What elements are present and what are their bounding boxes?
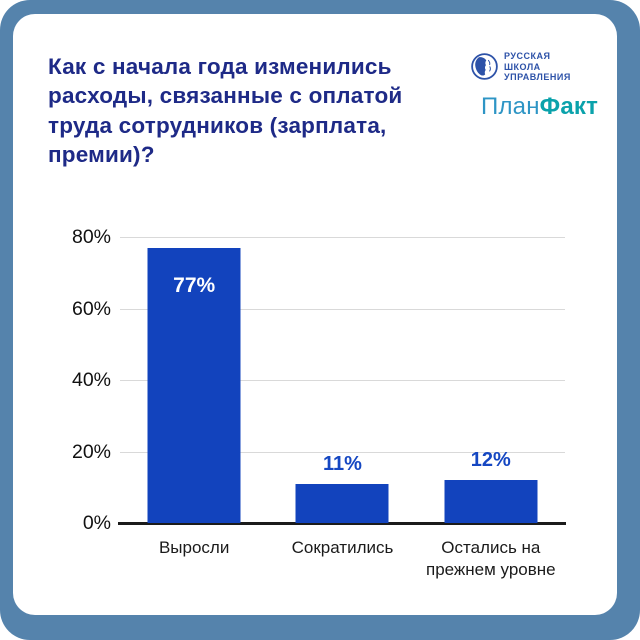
bars-container: 77% Выросли 11% Сократились 12% Остались на п… bbox=[120, 237, 565, 579]
rshu-logo: РУССКАЯ ШКОЛА УПРАВЛЕНИЯ bbox=[471, 51, 571, 83]
gridline-80 bbox=[120, 237, 565, 238]
y-axis-tick-60: 60% bbox=[71, 297, 111, 320]
category-label-1: Выросли bbox=[158, 538, 230, 557]
planfakt-fakt-text: Факт bbox=[539, 93, 599, 120]
question-title: Как с начала года изменились расходы, св… bbox=[48, 54, 403, 167]
rshu-logo-icon bbox=[471, 53, 498, 81]
y-axis-tick-40: 40% bbox=[71, 369, 111, 391]
gridline-60 bbox=[120, 308, 565, 310]
bar-column-1: 77% Выросли bbox=[120, 237, 268, 557]
bar-3 bbox=[444, 480, 538, 523]
bar-column-3: 12% Остались на прежнем уровне bbox=[417, 237, 565, 579]
planfakt-plan-text: План bbox=[481, 93, 540, 120]
rshu-line-2: ШКОЛА bbox=[504, 61, 541, 72]
bar-value-label-1: 77% bbox=[173, 273, 216, 297]
gridline-40 bbox=[120, 380, 565, 381]
bar-chart: 80% 60% 40% 20% 0% 77% Выросли 11% Сократились 12… bbox=[72, 226, 566, 579]
gridline-20 bbox=[120, 451, 565, 453]
rshu-line-3: УПРАВЛЕНИЯ bbox=[504, 72, 571, 82]
y-axis-tick-20: 20% bbox=[71, 440, 111, 463]
bar-column-2: 11% Сократились bbox=[268, 237, 416, 557]
rshu-logo-text: РУССКАЯ ШКОЛА УПРАВЛЕНИЯ bbox=[504, 51, 571, 83]
bar-1: 77% bbox=[147, 247, 241, 523]
category-label-2: Сократились bbox=[291, 538, 394, 557]
chart-card: Как с начала года изменились расходы, св… bbox=[13, 14, 617, 615]
x-axis-line bbox=[118, 522, 566, 525]
y-axis-tick-80: 80% bbox=[71, 226, 111, 248]
planfakt-logo: ПланФакт bbox=[481, 93, 598, 121]
bar-2 bbox=[295, 483, 389, 523]
bar-value-label-2: 11% bbox=[323, 452, 362, 475]
rshu-line-1: РУССКАЯ bbox=[504, 51, 551, 61]
category-label-3: Остались на прежнем уровне bbox=[425, 538, 556, 580]
y-axis-tick-0: 0% bbox=[82, 512, 111, 534]
bar-value-label-3: 12% bbox=[470, 449, 511, 472]
